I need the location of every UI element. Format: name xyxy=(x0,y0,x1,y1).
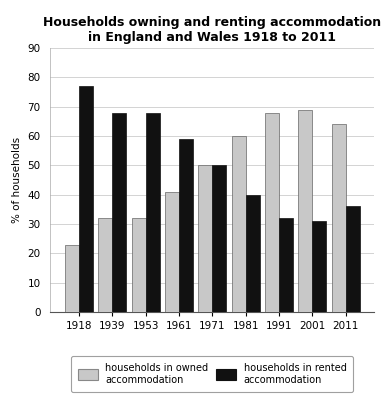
Bar xyxy=(212,165,226,312)
Bar xyxy=(346,206,360,312)
Bar xyxy=(132,218,146,312)
Bar xyxy=(165,192,179,312)
Bar xyxy=(98,218,112,312)
Bar xyxy=(79,86,93,312)
Bar xyxy=(112,112,126,312)
Bar xyxy=(332,124,346,312)
Bar xyxy=(298,110,312,312)
Bar xyxy=(65,244,79,312)
Bar xyxy=(279,218,293,312)
Bar xyxy=(245,195,260,312)
Bar xyxy=(232,136,245,312)
Bar xyxy=(146,112,160,312)
Bar xyxy=(312,221,326,312)
Bar xyxy=(265,112,279,312)
Bar xyxy=(179,139,193,312)
Title: Households owning and renting accommodation
in England and Wales 1918 to 2011: Households owning and renting accommodat… xyxy=(43,16,381,44)
Legend: households in owned
accommodation, households in rented
accommodation: households in owned accommodation, house… xyxy=(71,356,353,392)
Bar xyxy=(198,165,212,312)
Y-axis label: % of households: % of households xyxy=(12,137,22,223)
